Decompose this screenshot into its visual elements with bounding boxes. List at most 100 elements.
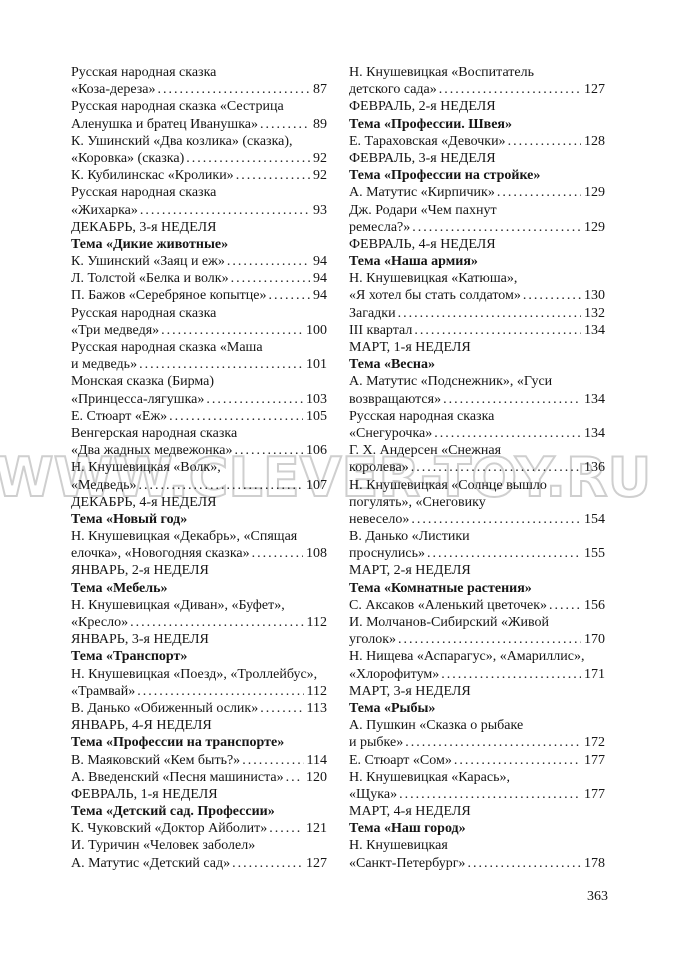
toc-entry-text: А. Матутис «Кирпичик» xyxy=(349,185,495,201)
toc-entry-line: невесело» 154 xyxy=(349,511,605,528)
toc-entry-text: елочка», «Новогодняя сказка» xyxy=(71,546,250,562)
dot-leader xyxy=(443,391,581,408)
toc-page-ref: 170 xyxy=(584,632,605,648)
toc-entry-text: Н. Кнушевицкая «Воспитатель xyxy=(349,65,535,80)
toc-page-ref: 127 xyxy=(584,82,605,98)
toc-entry-line: А. Матутис «Кирпичик» 129 xyxy=(349,184,605,201)
toc-text-line: Г. Х. Андерсен «Снежная xyxy=(349,442,605,459)
toc-entry-text: Н. Кнушевицкая «Волк», xyxy=(71,460,221,476)
toc-entry-line: детского сада» 127 xyxy=(349,81,605,98)
toc-entry-text: Тема «Наша армия» xyxy=(349,254,478,270)
toc-entry-text: Тема «Весна» xyxy=(349,357,435,373)
toc-page-ref: 105 xyxy=(306,408,327,424)
dot-leader xyxy=(411,459,581,476)
dot-leader xyxy=(236,167,310,184)
dot-leader xyxy=(231,270,310,287)
toc-page-ref: 94 xyxy=(313,288,327,304)
dot-leader xyxy=(140,202,310,219)
toc-entry-text: Тема «Детский сад. Профессии» xyxy=(71,804,275,820)
toc-entry-text: Тема «Профессии на транспорте» xyxy=(71,735,285,751)
toc-entry-text: В. Данько «Листики xyxy=(349,529,470,545)
toc-text-line: Н. Кнушевицкая «Волк», xyxy=(71,459,327,476)
toc-text-line: А. Пушкин «Сказка о рыбаке xyxy=(349,717,605,734)
toc-theme-line: Тема «Транспорт» xyxy=(71,648,327,665)
toc-theme-line: Тема «Профессии. Швея» xyxy=(349,116,605,133)
toc-page-ref: 154 xyxy=(584,511,605,527)
toc-entry-text: К. Кубилинскас «Кролики» xyxy=(71,168,234,184)
toc-entry-text: Венгерская народная сказка xyxy=(71,425,238,441)
toc-entry-line: «Трамвай» 112 xyxy=(71,683,327,700)
dot-leader xyxy=(186,150,310,167)
toc-theme-line: Тема «Наш город» xyxy=(349,820,605,837)
toc-column-left: Русская народная сказка «Коза-дереза» 87 Ру… xyxy=(71,64,327,872)
toc-entry-line: проснулись» 155 xyxy=(349,545,605,562)
toc-text-line: Монская сказка (Бирма) xyxy=(71,373,327,390)
toc-text-line: Русская народная сказка «Маша xyxy=(71,339,327,356)
toc-theme-line: Тема «Рыбы» xyxy=(349,700,605,717)
toc-page-ref: 129 xyxy=(584,185,605,201)
toc-entry-text: ФЕВРАЛЬ, 4-я НЕДЕЛЯ xyxy=(349,236,496,252)
toc-entry-text: Тема «Рыбы» xyxy=(349,700,436,716)
toc-entry-line: и медведь» 101 xyxy=(71,356,327,373)
toc-entry-text: ДЕКАБРЬ, 3-я НЕДЕЛЯ xyxy=(71,219,217,235)
toc-text-line: И. Туричин «Человек заболел» xyxy=(71,837,327,854)
toc-entry-text: ДЕКАБРЬ, 4-я НЕДЕЛЯ xyxy=(71,494,217,510)
toc-entry-text: В. Данько «Обиженный ослик» xyxy=(71,700,259,716)
dot-leader xyxy=(260,116,310,133)
toc-entry-text: Н. Нищева «Аспарагус», «Амариллис», xyxy=(349,649,585,665)
toc-entry-text: Н. Кнушевицкая «Декабрь», «Спящая xyxy=(71,529,298,545)
dot-leader xyxy=(434,425,581,442)
toc-text-line: МАРТ, 2-я НЕДЕЛЯ xyxy=(349,562,605,579)
toc-entry-text: ЯНВАРЬ, 3-я НЕДЕЛЯ xyxy=(71,632,209,648)
toc-page-ref: 92 xyxy=(313,168,327,184)
toc-page-ref: 171 xyxy=(584,666,605,682)
dot-leader xyxy=(414,322,581,339)
toc-entry-text: «Три медведя» xyxy=(71,322,160,338)
toc-entry-text: Тема «Мебель» xyxy=(71,580,168,596)
toc-entry-text: Н. Кнушевицкая «Поезд», «Троллейбус», xyxy=(71,666,318,682)
toc-page-ref: 178 xyxy=(584,855,605,871)
dot-leader xyxy=(441,666,581,683)
toc-entry-text: Н. Кнушевицкая «Солнце вышло xyxy=(349,477,547,493)
toc-entry-line: «Три медведя» 100 xyxy=(71,322,327,339)
dot-leader xyxy=(412,219,581,236)
toc-page-ref: 113 xyxy=(306,700,327,716)
toc-entry-text: погулять», «Снеговику xyxy=(349,494,486,510)
toc-text-line: А. Матутис «Подснежник», «Гуси xyxy=(349,373,605,390)
toc-theme-line: Тема «Весна» xyxy=(349,356,605,373)
toc-entry-text: ФЕВРАЛЬ, 2-я НЕДЕЛЯ xyxy=(349,99,496,115)
toc-page-ref: 134 xyxy=(584,425,605,441)
toc-entry-text: К. Ушинский «Заяц и еж» xyxy=(71,254,225,270)
toc-page-ref: 94 xyxy=(313,271,327,287)
toc-entry-text: «Два жадных медвежонка» xyxy=(71,443,233,459)
toc-theme-line: Тема «Наша армия» xyxy=(349,253,605,270)
toc-entry-line: «Щука» 177 xyxy=(349,786,605,803)
toc-text-line: И. Молчанов-Сибирский «Живой xyxy=(349,614,605,631)
toc-entry-line: В. Маяковский «Кем быть?» 114 xyxy=(71,752,327,769)
toc-theme-line: Тема «Детский сад. Профессии» xyxy=(71,803,327,820)
toc-entry-text: МАРТ, 1-я НЕДЕЛЯ xyxy=(349,340,471,355)
toc-theme-line: Тема «Профессии на транспорте» xyxy=(71,734,327,751)
toc-entry-text: Русская народная сказка xyxy=(71,65,217,80)
toc-entry-line: П. Бажов «Серебряное копытце» 94 xyxy=(71,287,327,304)
toc-entry-text: ремесла?» xyxy=(349,219,411,235)
toc-column-right: Н. Кнушевицкая «Воспитатель детского сада… xyxy=(349,64,605,872)
dot-leader xyxy=(286,769,303,786)
toc-text-line: ДЕКАБРЬ, 4-я НЕДЕЛЯ xyxy=(71,494,327,511)
toc-page-ref: 134 xyxy=(584,322,605,338)
toc-entry-text: К. Чуковский «Доктор Айболит» xyxy=(71,821,268,837)
toc-page-ref: 128 xyxy=(584,133,605,149)
toc-theme-line: Тема «Новый год» xyxy=(71,511,327,528)
toc-text-line: Русская народная сказка xyxy=(71,305,327,322)
toc-text-line: Русская народная сказка xyxy=(71,64,327,81)
toc-entry-text: ФЕВРАЛЬ, 3-я НЕДЕЛЯ xyxy=(349,150,496,166)
toc-text-line: В. Данько «Листики xyxy=(349,528,605,545)
toc-text-line: Русская народная сказка «Сестрица xyxy=(71,98,327,115)
toc-entry-text: Н. Кнушевицкая «Карась», xyxy=(349,769,510,785)
toc-page-ref: 155 xyxy=(584,546,605,562)
toc-page-ref: 130 xyxy=(584,288,605,304)
toc-text-line: ФЕВРАЛЬ, 4-я НЕДЕЛЯ xyxy=(349,236,605,253)
toc-text-line: ЯНВАРЬ, 2-я НЕДЕЛЯ xyxy=(71,562,327,579)
toc-entry-text: И. Молчанов-Сибирский «Живой xyxy=(349,615,550,630)
